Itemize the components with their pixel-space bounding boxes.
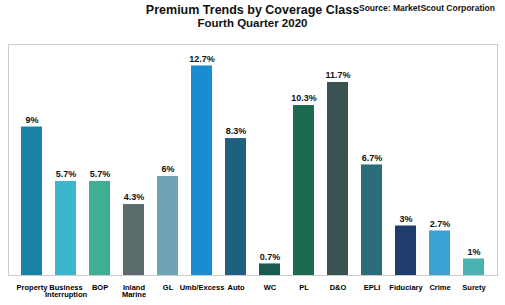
svg-text:11.7%: 11.7% (325, 70, 350, 80)
svg-text:6%: 6% (161, 164, 174, 174)
html-text:Fourth Quarter 2020: Fourth Quarter 2020 (197, 17, 308, 29)
svg-text:2.7%: 2.7% (430, 219, 451, 229)
svg-text:EPLI: EPLI (364, 283, 381, 292)
svg-text:Fiduciary: Fiduciary (389, 283, 423, 292)
svg-text:Property: Property (17, 283, 49, 292)
svg-text:0.7%: 0.7% (260, 252, 281, 262)
svg-text:5.7%: 5.7% (56, 169, 77, 179)
svg-text:BOP: BOP (92, 283, 108, 292)
svg-text:8.3%: 8.3% (226, 126, 247, 136)
svg-text:InlandMarine: InlandMarine (122, 283, 146, 300)
svg-text:6.7%: 6.7% (362, 153, 383, 163)
svg-text:Surety: Surety (462, 283, 486, 292)
svg-text:3%: 3% (399, 214, 412, 224)
svg-text:1%: 1% (467, 247, 480, 257)
html-text:Source: MarketScout Corporatio: Source: MarketScout Corporation (359, 3, 495, 13)
svg-text:12.7%: 12.7% (189, 54, 215, 64)
svg-text:10.3%: 10.3% (291, 93, 317, 103)
svg-text:GL: GL (163, 283, 174, 292)
svg-text:5.7%: 5.7% (90, 169, 111, 179)
svg-text:Crime: Crime (429, 283, 450, 292)
svg-text:PL: PL (299, 283, 309, 292)
svg-text:9%: 9% (25, 115, 38, 125)
svg-text:4.3%: 4.3% (124, 192, 145, 202)
svg-text:WC: WC (264, 283, 277, 292)
svg-text:Umb/Excess: Umb/Excess (180, 283, 225, 292)
svg-text:BusinessInterruption: BusinessInterruption (45, 283, 87, 300)
svg-text:D&O: D&O (330, 283, 347, 292)
svg-text:Auto: Auto (227, 283, 244, 292)
html-text:Premium Trends by Coverage Cla: Premium Trends by Coverage Class (145, 3, 360, 17)
